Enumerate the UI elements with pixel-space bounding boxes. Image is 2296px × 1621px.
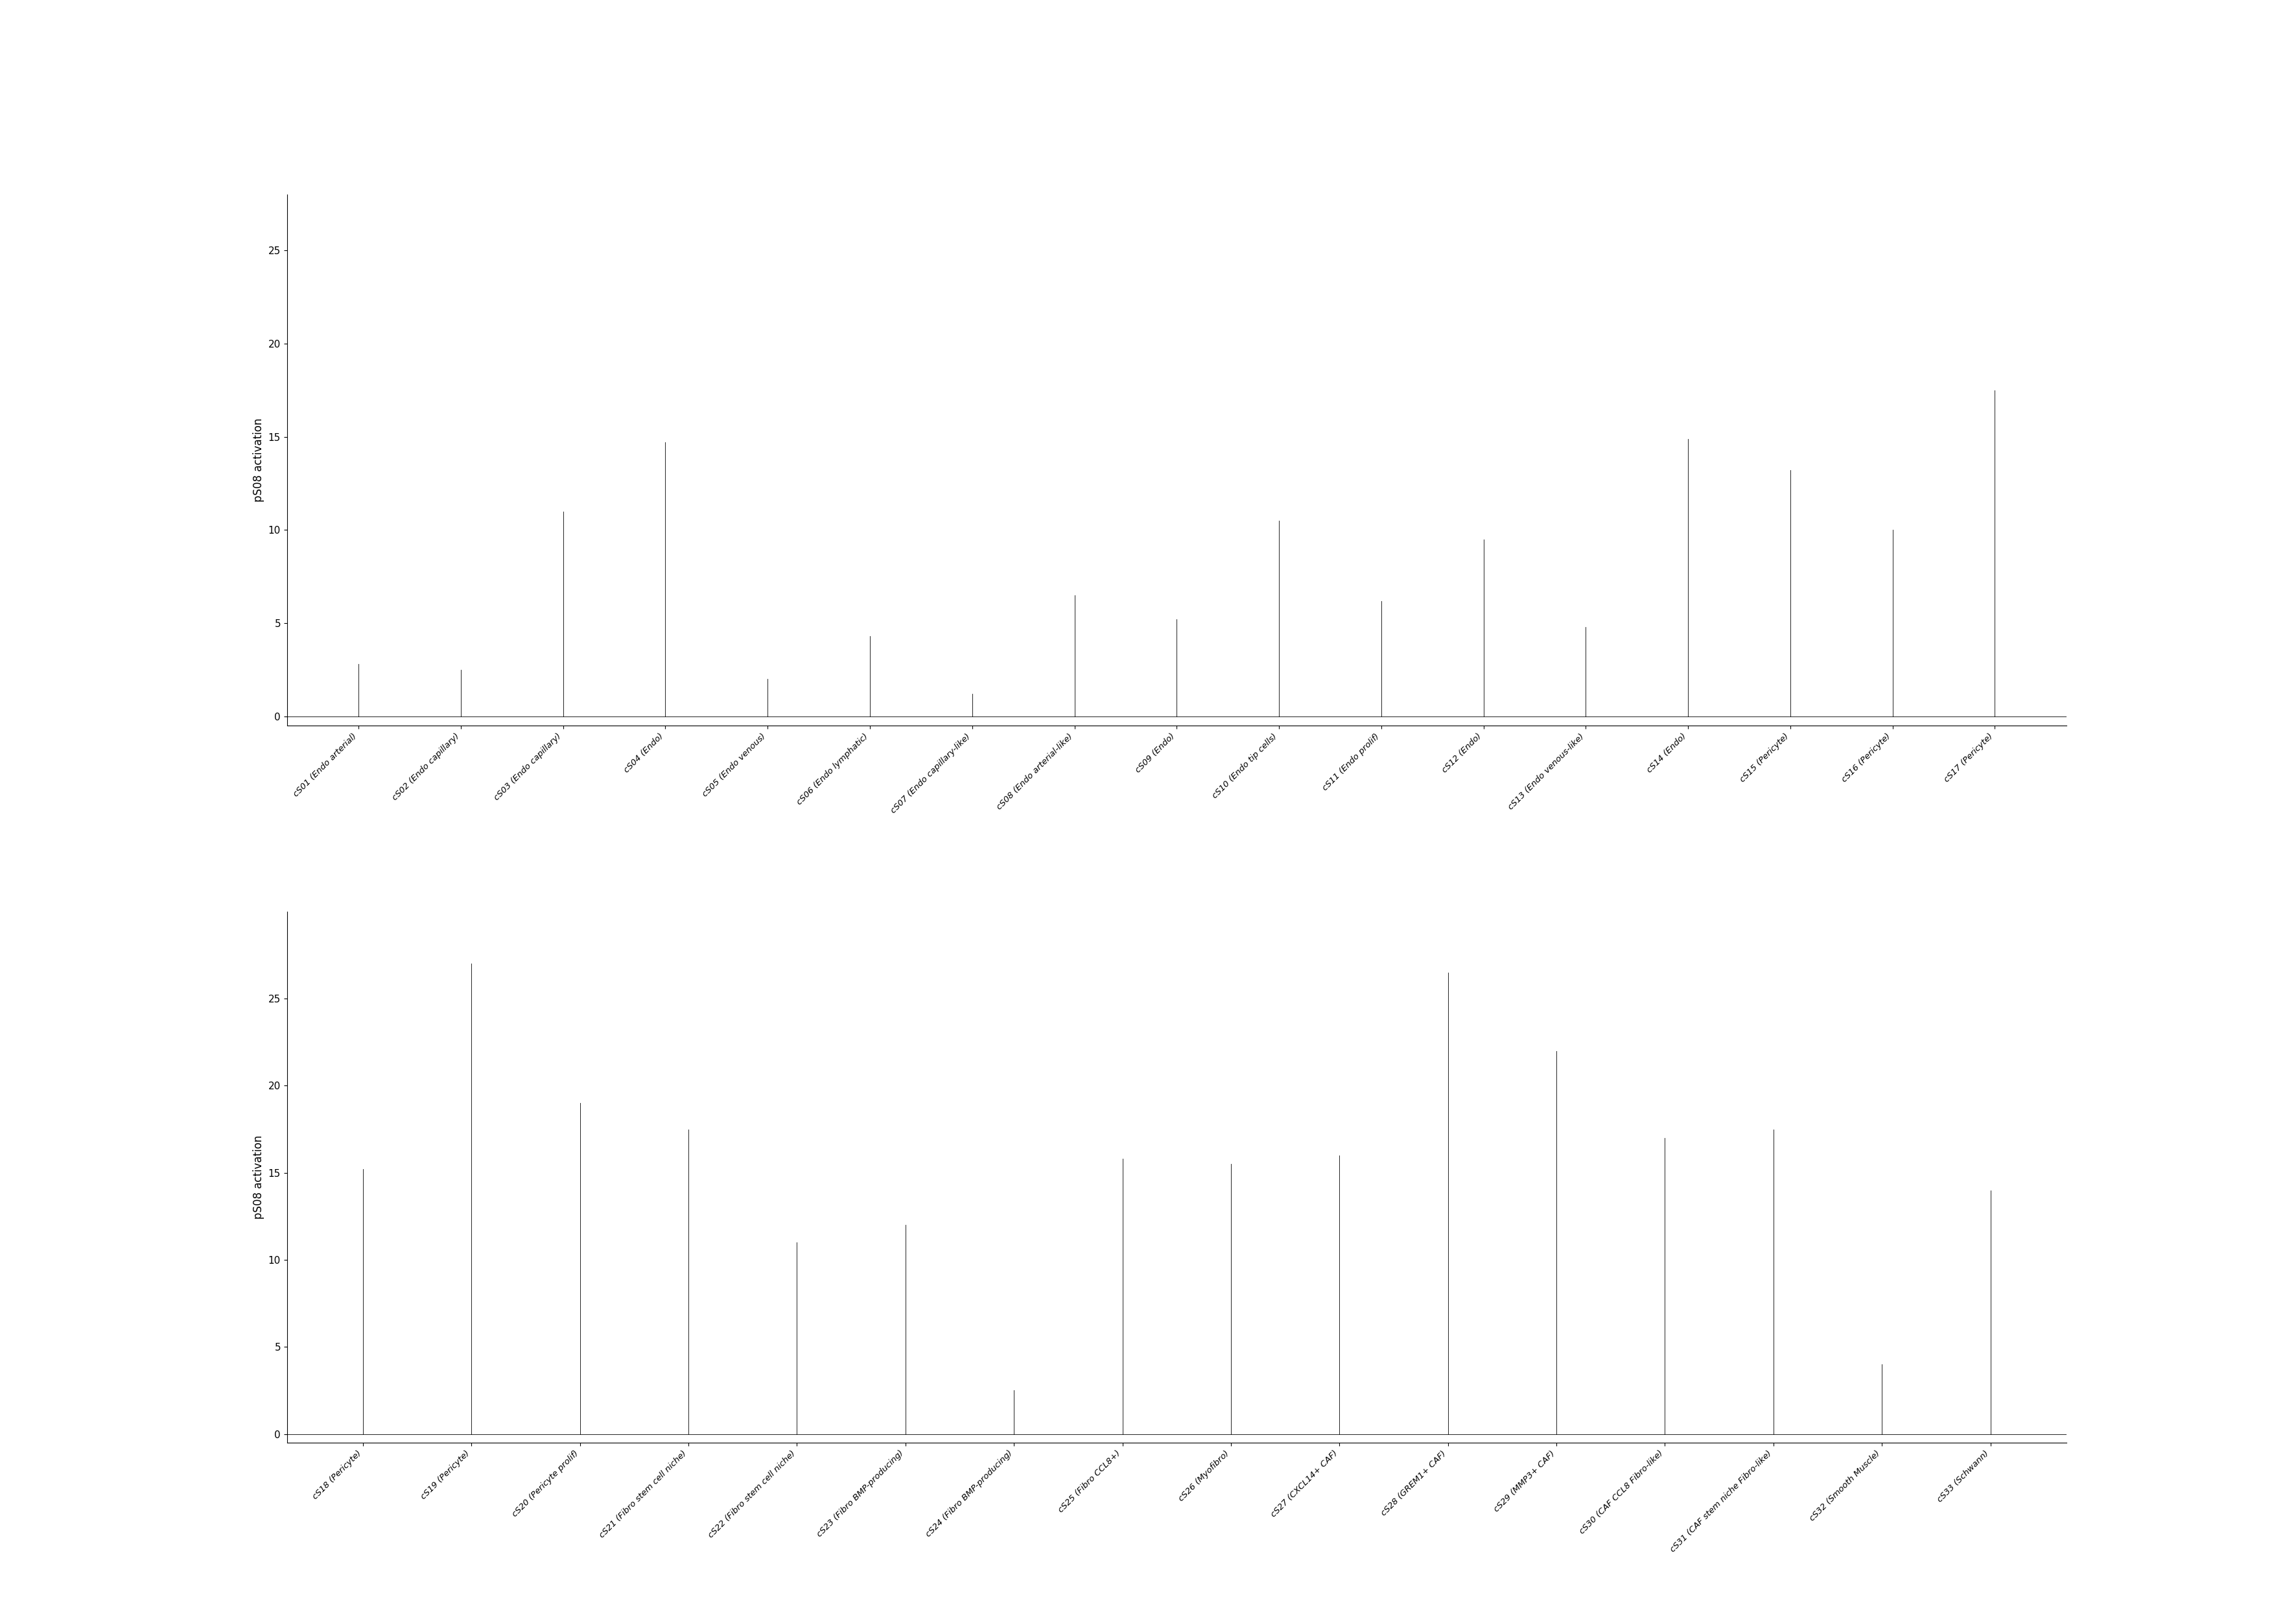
Y-axis label: pS08 activation: pS08 activation (253, 418, 264, 503)
Y-axis label: pS08 activation: pS08 activation (253, 1135, 264, 1219)
